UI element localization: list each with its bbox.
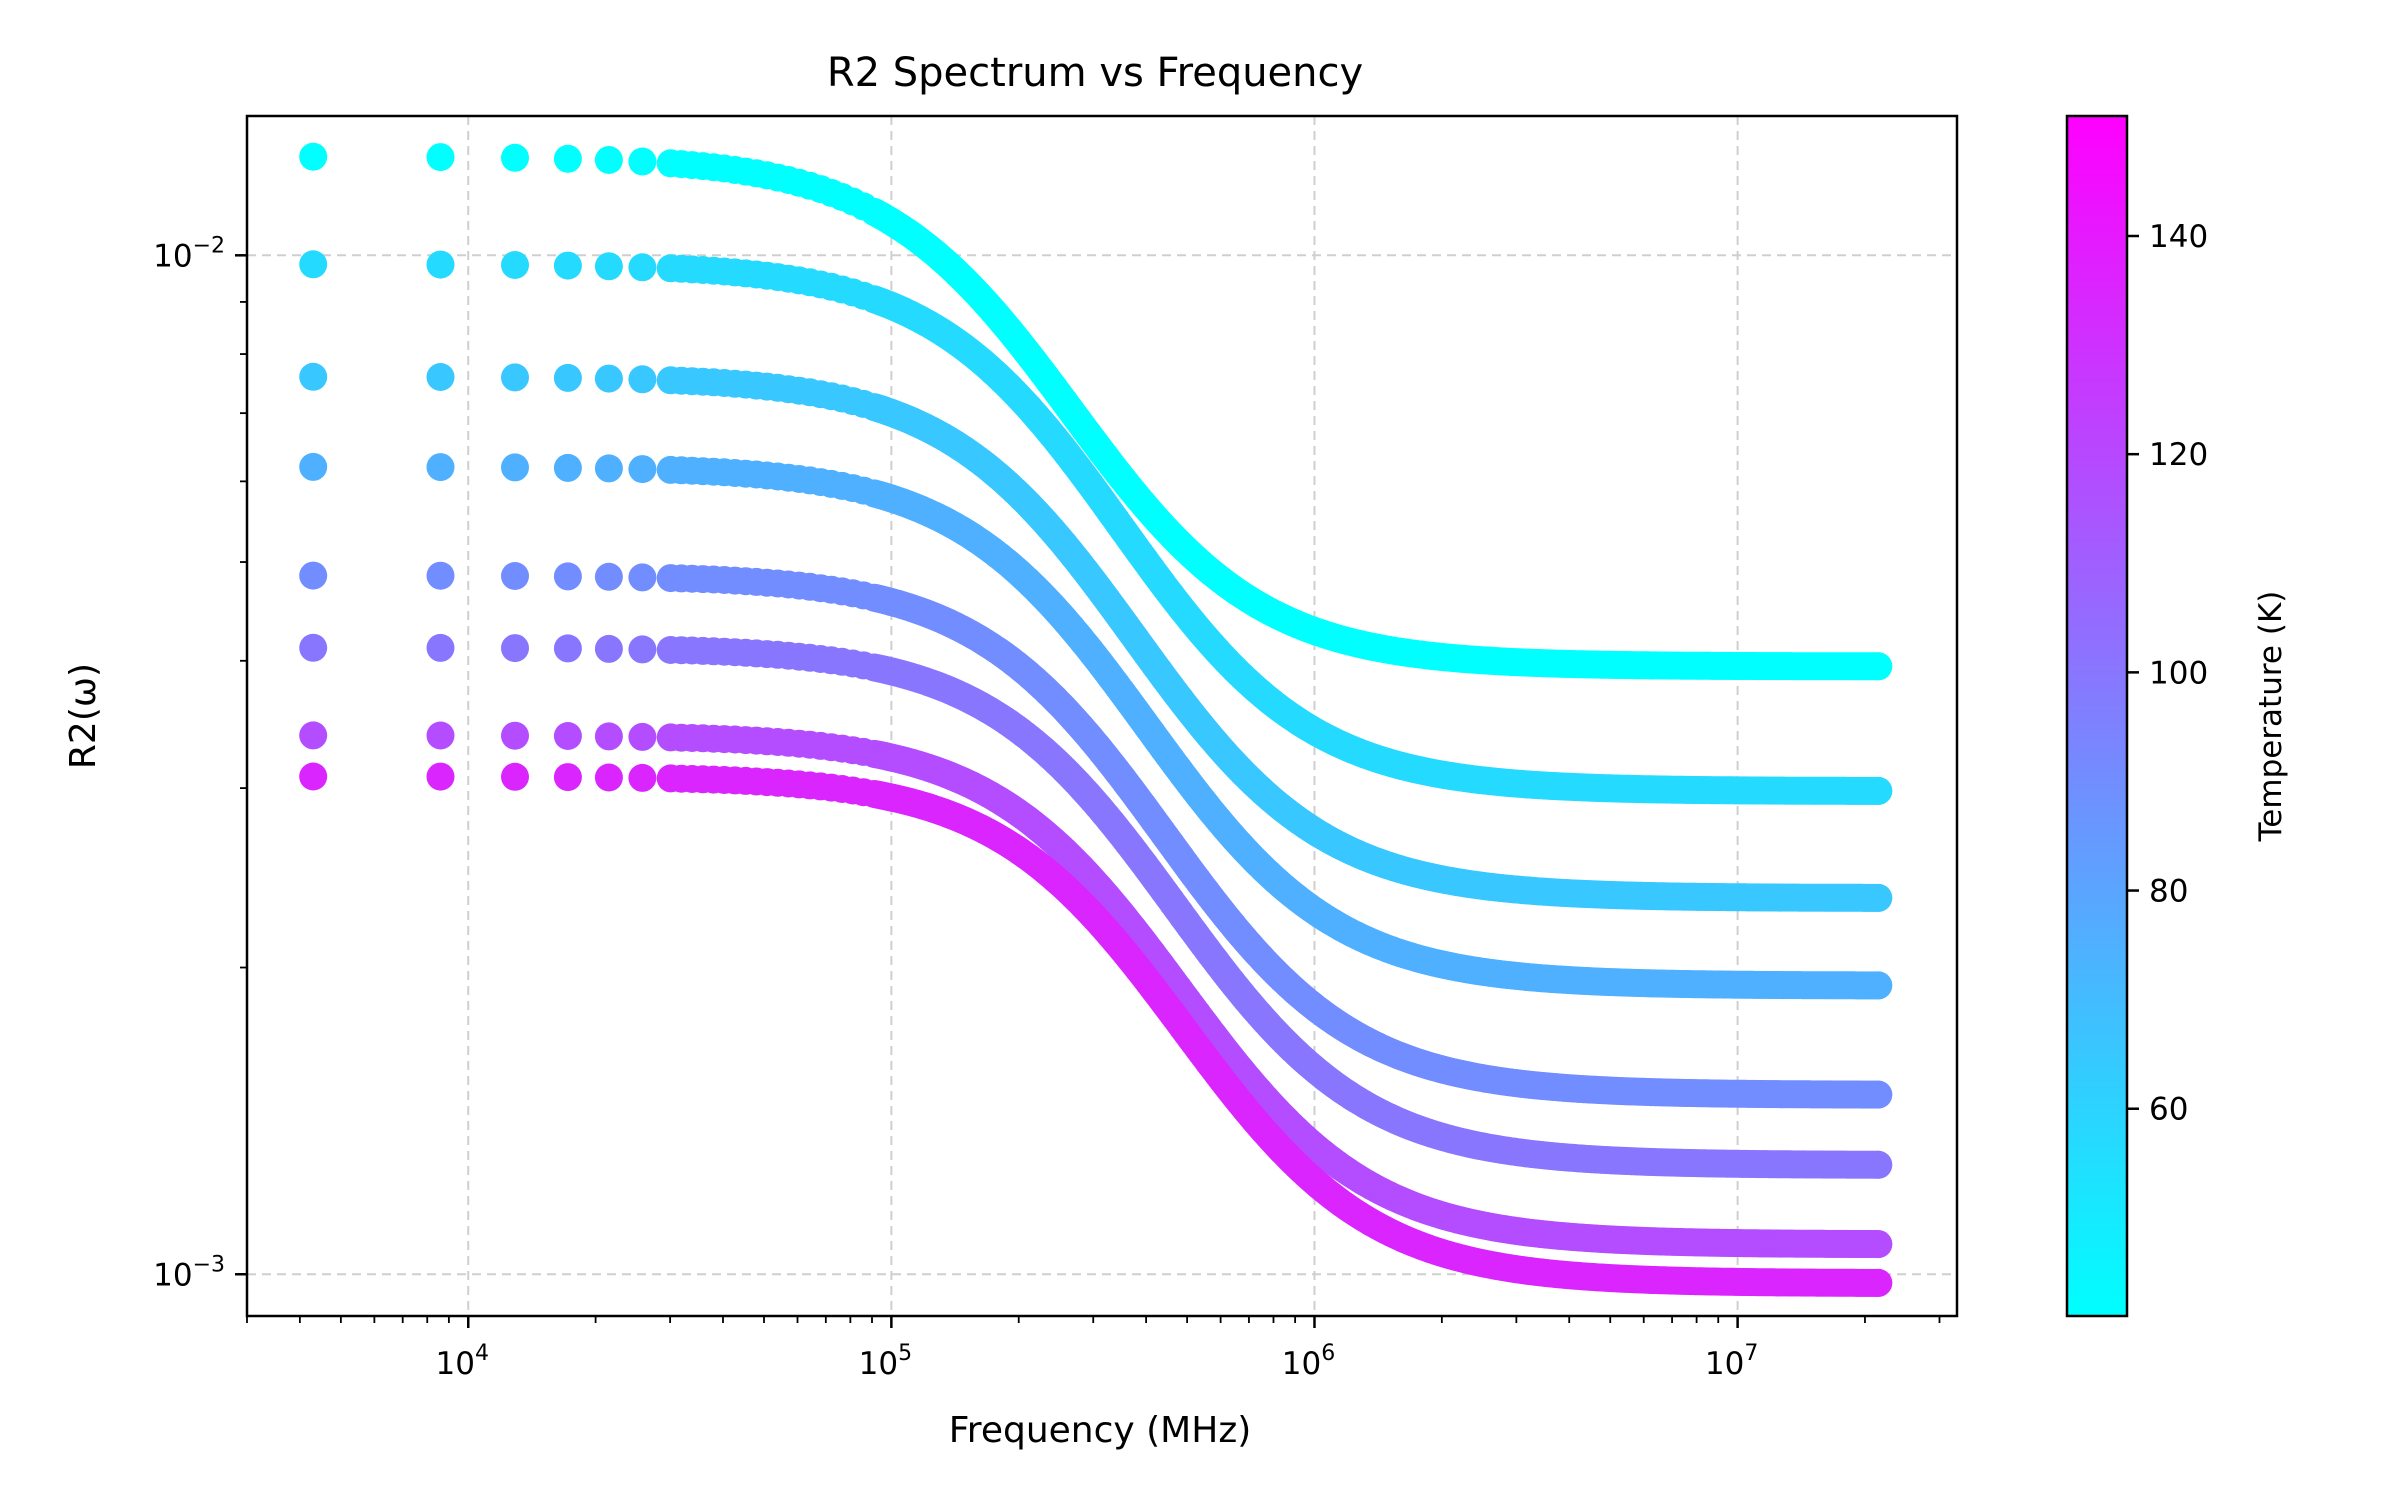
series-41K	[299, 142, 1893, 681]
colorbar	[2065, 114, 2129, 1318]
data-point-7-4	[594, 763, 623, 792]
data-point-1-1	[426, 250, 455, 279]
y-axis-ticks: 10−3 10−2	[153, 233, 247, 1293]
x-tick-label-1: 105	[859, 1341, 912, 1382]
data-point-6-5	[628, 722, 657, 751]
colorbar-tick-label-4: 140	[2149, 219, 2208, 255]
data-point-0-5	[628, 147, 657, 176]
y-tick-label-0: 10−3	[153, 1252, 225, 1293]
x-tick-label-2: 106	[1282, 1341, 1335, 1382]
data-point-3-449	[1864, 971, 1893, 1000]
series-90K	[299, 561, 1893, 1109]
colorbar-tick-label-2: 100	[2149, 655, 2208, 691]
data-point-1-3	[553, 251, 582, 280]
series-57K	[299, 250, 1893, 805]
data-point-1-5	[628, 253, 657, 282]
data-point-6-1	[426, 721, 455, 750]
data-point-3-4	[594, 454, 623, 483]
data-point-0-4	[594, 146, 623, 174]
data-point-4-449	[1864, 1080, 1893, 1109]
data-point-0-3	[553, 144, 582, 173]
plot-frame	[245, 114, 1959, 1318]
data-point-4-3	[553, 562, 582, 591]
data-point-3-0	[299, 452, 328, 481]
data-point-3-3	[553, 453, 582, 482]
colorbar-tick-label-0: 60	[2149, 1092, 2188, 1128]
data-point-5-449	[1864, 1150, 1893, 1179]
series-65K	[299, 362, 1893, 912]
data-point-2-0	[299, 362, 328, 391]
colorbar-label: Temperature (K)	[2253, 591, 2289, 843]
data-point-0-0	[299, 142, 328, 171]
data-point-7-2	[501, 762, 529, 791]
chart-title: R2 Spectrum vs Frequency	[827, 50, 1363, 96]
colorbar-ticks: 60 80 100 120 140	[2127, 219, 2208, 1128]
data-point-4-5	[628, 563, 657, 592]
x-tick-label-3: 107	[1705, 1341, 1758, 1382]
x-axis-label: Frequency (MHz)	[949, 1410, 1252, 1451]
data-point-5-0	[299, 633, 328, 662]
data-point-2-449	[1864, 883, 1893, 912]
data-point-2-3	[553, 363, 582, 392]
data-point-6-449	[1864, 1230, 1893, 1259]
data-point-2-1	[426, 363, 455, 391]
data-point-5-3	[553, 634, 582, 663]
data-point-6-3	[553, 722, 582, 750]
colorbar-tick-label-3: 120	[2149, 437, 2208, 473]
data-point-2-4	[594, 364, 623, 393]
x-axis-ticks: 104 105 106 107	[246, 1316, 1941, 1382]
data-point-4-2	[501, 562, 529, 590]
grid-lines	[247, 116, 1957, 1316]
data-point-5-4	[594, 634, 623, 663]
data-point-6-0	[299, 721, 328, 750]
data-point-5-1	[426, 633, 455, 662]
data-point-1-4	[594, 252, 623, 281]
data-points	[299, 142, 1893, 1297]
data-point-1-2	[501, 251, 529, 279]
data-point-2-5	[628, 365, 657, 394]
y-tick-label-1: 10−2	[153, 233, 225, 274]
data-point-7-5	[628, 763, 657, 792]
data-point-0-449	[1864, 652, 1893, 681]
colorbar-tick-label-1: 80	[2149, 874, 2188, 910]
data-point-1-0	[299, 250, 328, 279]
data-point-1-449	[1864, 776, 1893, 805]
data-point-5-5	[628, 635, 657, 664]
series-100K	[299, 633, 1893, 1179]
data-point-5-2	[501, 634, 529, 663]
data-point-3-2	[501, 453, 529, 482]
data-point-4-1	[426, 561, 455, 590]
x-tick-label-0: 104	[436, 1341, 489, 1382]
data-point-7-0	[299, 762, 328, 791]
data-point-7-1	[426, 762, 455, 791]
data-point-6-2	[501, 721, 529, 750]
data-point-0-2	[501, 143, 529, 172]
data-point-3-5	[628, 455, 657, 484]
data-point-4-0	[299, 561, 328, 590]
series-75K	[299, 452, 1893, 1000]
data-point-2-2	[501, 363, 529, 392]
data-point-3-1	[426, 453, 455, 482]
data-point-6-4	[594, 722, 623, 751]
y-axis-label: R2(ω)	[63, 663, 104, 769]
data-point-7-3	[553, 763, 582, 792]
data-point-7-449	[1864, 1268, 1893, 1297]
data-point-0-1	[426, 143, 455, 172]
data-point-4-4	[594, 562, 623, 591]
series-135K	[299, 762, 1893, 1297]
